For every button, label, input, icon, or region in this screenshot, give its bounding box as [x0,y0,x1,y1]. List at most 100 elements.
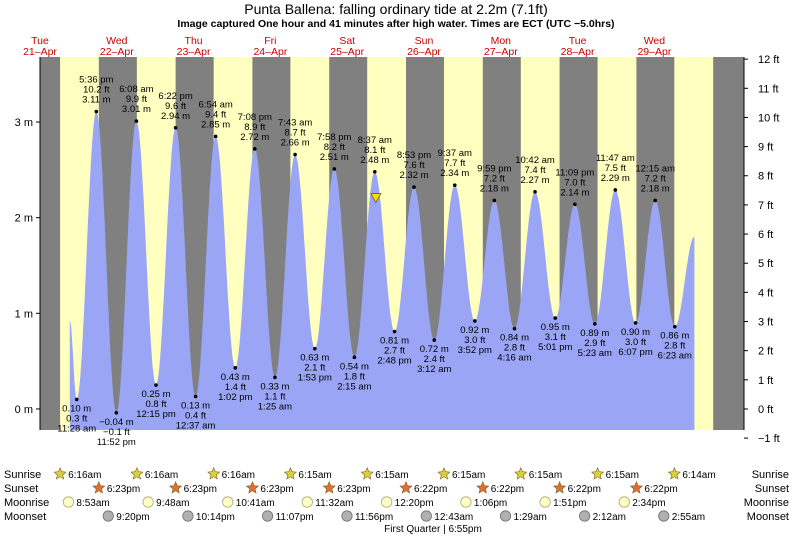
low-tide-time: 11:52 pm [97,437,136,448]
low-tide-time: 1:25 am [258,401,292,412]
day-date: 25–Apr [330,46,364,58]
moonset-row-label-right: Moonset [747,511,789,523]
low-tide-time: 2:48 pm [377,355,411,366]
low-tide-time: 2:15 am [337,381,371,392]
moonset-time: 2:55am [672,512,705,523]
low-tide-time: 12:37 am [176,421,216,432]
sunset-icon [168,481,183,494]
low-tide-point [593,322,597,326]
low-tide-feet: 3.0 ft [464,335,485,346]
high-tide-time: 7:43 am [278,118,312,129]
low-tide-feet: −0.1 ft [103,427,130,438]
low-tide-time: 5:01 pm [538,342,572,353]
sunrise-row-label: Sunrise [4,469,41,481]
sunset-icon [552,481,567,494]
low-tide-point [273,375,277,380]
high-tide-feet: 7.2 ft [484,173,505,184]
sunrise-icon [207,467,221,480]
axes: 0 m 1 m 2 m 3 m −1 ft 0 ft 1 ft 2 ft 3 ft 4 ft 5 f… [15,54,780,445]
sunset-time: 6:22pm [491,484,524,495]
low-tide-time: 3:52 pm [458,345,492,356]
sunrise-icon [283,467,298,480]
high-tide-time: 9:59 pm [477,163,511,174]
y-right-tick-label: 5 ft [758,258,773,270]
low-tide-feet: 2.7 ft [384,345,405,356]
y-right-tick-label: 8 ft [758,171,773,183]
day-headers: Tue21–AprWed22–AprThu23–AprFri24–AprSat2… [23,35,672,58]
day-weekday: Sun [415,35,434,47]
high-tide-point [613,188,618,192]
high-tide-time: 6:22 pm [158,91,192,102]
sunset-time: 6:23pm [107,484,140,495]
high-tide-time: 7:58 pm [317,132,351,143]
moonset-icon [579,510,591,522]
day-date: 23–Apr [177,46,211,58]
low-tide-point [432,338,437,342]
high-tide-meters: 2.51 m [320,152,349,163]
y-right-tick-label: 7 ft [758,200,773,212]
high-tide-time: 9:37 am [438,148,472,159]
sunset-row-label-right: Sunset [755,483,789,495]
low-tide-time: 11:28 am [57,423,96,434]
sunset-time: 6:23pm [260,484,293,495]
low-tide-point [352,355,357,360]
y-left-tick-label: 2 m [15,213,33,225]
moonrise-icon [460,496,472,508]
y-right-tick-label: 11 ft [758,83,779,95]
day-weekday: Wed [106,35,128,47]
high-tide-meters: 2.94 m [161,111,190,122]
high-tide-time: 7:08 pm [238,112,272,123]
sunset-icon [399,481,413,494]
high-tide-time: 11:09 pm [555,167,594,178]
y-right-tick-label: 12 ft [758,54,779,66]
high-tide-meters: 2.29 m [601,173,630,184]
sunrise-time: 6:15am [529,470,562,481]
sunrise-row-label-right: Sunrise [752,469,789,481]
high-tide-meters: 2.34 m [440,168,469,179]
day-date: 26–Apr [407,46,441,58]
low-tide-point [313,346,317,351]
y-left-tick-label: 0 m [15,404,33,416]
low-tide-time: 5:23 am [578,348,612,359]
low-tide-point [193,394,198,399]
high-tide-meters: 2.85 m [201,119,230,130]
low-tide-feet: 2.1 ft [304,363,325,374]
moonrise-icon [618,496,630,508]
sunrise-icon [53,467,67,480]
sunrise-time: 6:16am [145,470,178,481]
high-tide-feet: 7.5 ft [605,163,626,174]
moonrise-icon [539,496,551,508]
sunset-icon [92,481,106,494]
low-tide-feet: 0.8 ft [145,399,166,410]
moonrise-time: 10:41am [236,498,275,509]
day-weekday: Tue [569,35,587,47]
moonset-time: 9:20pm [116,512,149,523]
low-tide-point [553,316,558,320]
moonset-icon [182,510,194,522]
high-tide-meters: 2.18 m [641,183,670,194]
high-tide-point [94,109,99,114]
low-tide-feet: 1.4 ft [225,382,246,393]
high-tide-point [533,190,537,194]
low-tide-point [673,324,677,329]
high-tide-point [134,119,139,123]
sunset-time: 6:22pm [644,484,677,495]
day-weekday: Sat [339,35,355,47]
moonrise-icon [142,496,154,508]
moon-phase-label: First Quarter | 6:55pm [384,524,482,535]
high-tide-feet: 7.6 ft [403,160,424,171]
low-tide-feet: 3.1 ft [545,332,566,343]
low-tide-meters: 0.86 m [660,331,689,342]
high-tide-point [573,202,577,207]
high-tide-time: 12:15 am [635,163,675,174]
y-right-tick-label: −1 ft [758,433,780,445]
high-tide-point [452,183,457,187]
high-tide-point [653,198,657,203]
high-tide-meters: 2.14 m [560,187,589,198]
high-tide-meters: 3.01 m [122,104,151,115]
day-date: 21–Apr [23,46,57,58]
low-tide-meters: 0.25 m [141,389,170,400]
sunrise-icon [667,467,681,480]
moonrise-time: 8:53am [76,498,109,509]
